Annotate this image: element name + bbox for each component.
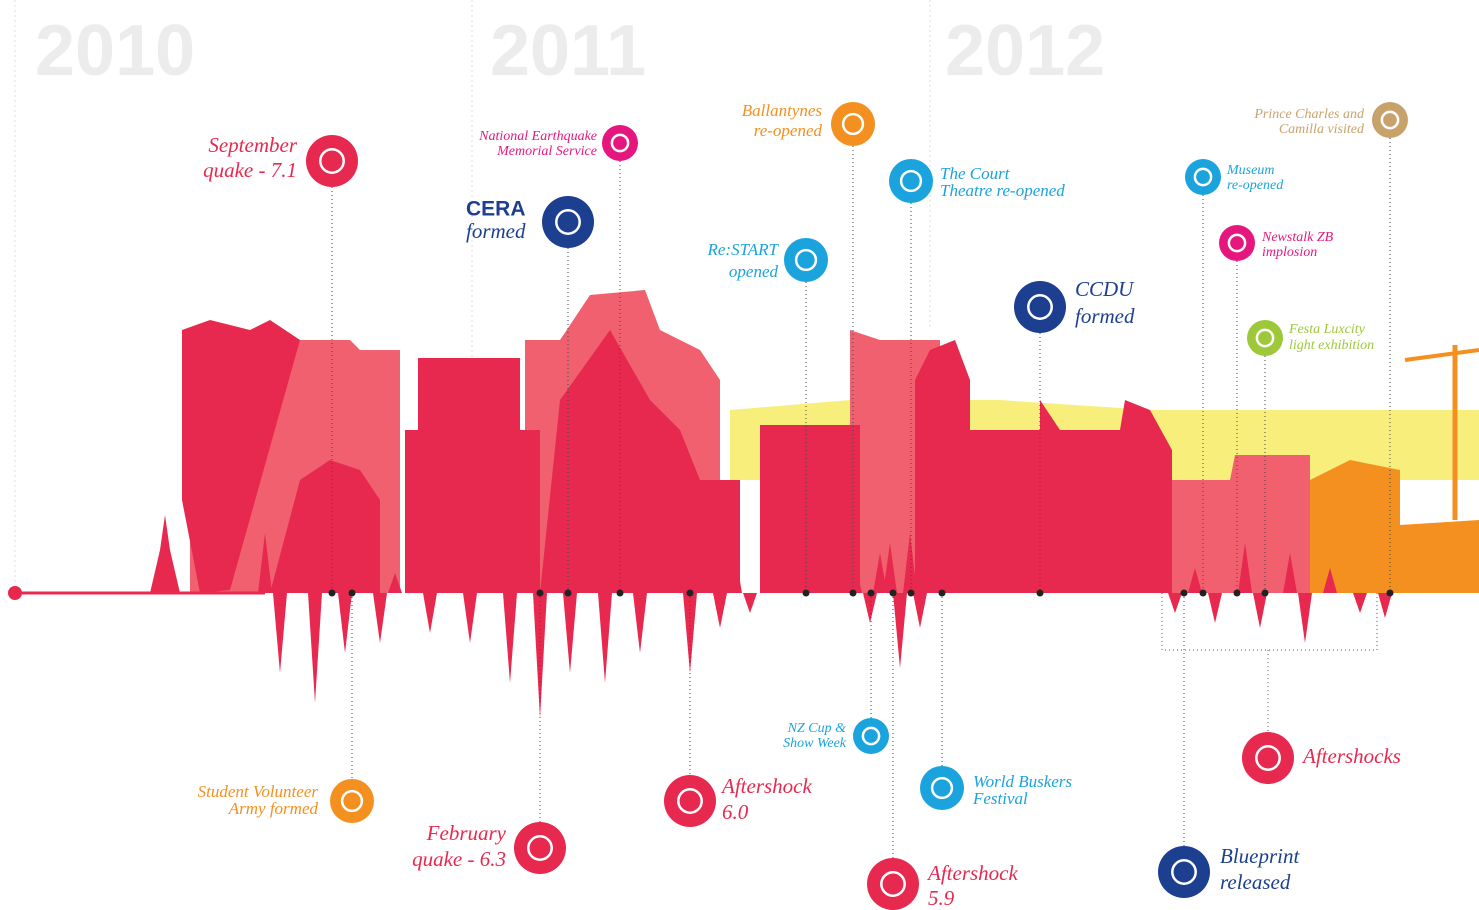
- event-dot: [1200, 590, 1207, 597]
- event-label: Theatre re-opened: [940, 181, 1065, 200]
- event-dot: [1387, 590, 1394, 597]
- event-dot: [803, 590, 810, 597]
- event-label: Show Week: [783, 736, 847, 751]
- event-label: Aftershocks: [1301, 744, 1401, 768]
- event: NZ Cup &Show Week: [783, 590, 889, 755]
- event-icon: [664, 775, 716, 827]
- event-icon: [784, 238, 828, 282]
- event-icon: [1247, 320, 1283, 356]
- event-icon: [1219, 225, 1255, 261]
- event-icon: [330, 779, 374, 823]
- event-label: 5.9: [928, 886, 955, 910]
- event-dot: [868, 590, 875, 597]
- event-dot: [939, 590, 946, 597]
- event-label: implosion: [1262, 245, 1317, 260]
- event-label: Blueprint: [1220, 844, 1300, 868]
- event-label: quake - 7.1: [203, 158, 297, 182]
- event-label: Memorial Service: [496, 144, 597, 159]
- event-dot: [908, 590, 915, 597]
- aftershock-bracket: [1162, 593, 1377, 732]
- event-label: September: [208, 133, 297, 157]
- event-dot: [565, 590, 572, 597]
- event-dot: [1234, 590, 1241, 597]
- event-icon: [1185, 159, 1221, 195]
- event-dot: [890, 590, 897, 597]
- event-dot: [617, 590, 624, 597]
- year-label: 2011: [490, 11, 646, 91]
- timeline-infographic: 2010 2011 2012 Septemberquake - 7.1 Natio…: [0, 0, 1479, 910]
- event-dot: [537, 590, 544, 597]
- event-icon: [542, 196, 594, 248]
- start-dot: [8, 586, 22, 600]
- event-dot: [1262, 590, 1269, 597]
- event-label: Festival: [972, 789, 1028, 808]
- event-dot: [349, 590, 356, 597]
- event-dot: [329, 590, 336, 597]
- year-label: 2010: [35, 11, 195, 91]
- event-label: Camilla visited: [1279, 122, 1365, 137]
- event-label: CERA: [466, 198, 526, 221]
- event-dot: [1037, 590, 1044, 597]
- event-dot: [687, 590, 694, 597]
- event-label: Re:START: [706, 240, 779, 259]
- event-label: Aftershock: [926, 861, 1018, 885]
- event-label: Festa Luxcity: [1288, 322, 1366, 337]
- event-dot: [1181, 590, 1188, 597]
- event-icon: [1014, 281, 1066, 333]
- event-label: Ballantynes: [742, 101, 823, 120]
- event-icon: [514, 822, 566, 874]
- event-label: Newstalk ZB: [1261, 230, 1334, 245]
- event-dot: [850, 590, 857, 597]
- event-label: National Earthquake: [478, 129, 597, 144]
- event-label: opened: [729, 262, 779, 281]
- event-icon: [889, 159, 933, 203]
- event-label: Aftershock: [720, 774, 812, 798]
- event-icon: [1242, 732, 1294, 784]
- event: Aftershocks: [1242, 732, 1401, 784]
- event-label: formed: [466, 219, 526, 243]
- event-icon: [853, 718, 889, 754]
- event-label: February: [426, 821, 507, 845]
- event-label: light exhibition: [1289, 338, 1374, 353]
- event-label: formed: [1075, 304, 1135, 328]
- event-icon: [831, 102, 875, 146]
- event-label: re-opened: [1227, 178, 1284, 193]
- event-label: Prince Charles and: [1253, 107, 1365, 122]
- event-label: released: [1220, 870, 1291, 894]
- year-label: 2012: [945, 11, 1105, 91]
- event-label: CCDU: [1075, 277, 1135, 301]
- event-icon: [602, 125, 638, 161]
- event-label: NZ Cup &: [787, 721, 846, 736]
- event-icon: [1158, 846, 1210, 898]
- event-label: re-opened: [754, 121, 823, 140]
- event-icon: [306, 135, 358, 187]
- event-label: Army formed: [228, 799, 319, 818]
- event-icon: [920, 766, 964, 810]
- event-icon: [867, 858, 919, 910]
- event-label: 6.0: [722, 800, 749, 824]
- event-label: Museum: [1226, 163, 1274, 178]
- event-label: quake - 6.3: [412, 847, 506, 871]
- event-icon: [1372, 102, 1408, 138]
